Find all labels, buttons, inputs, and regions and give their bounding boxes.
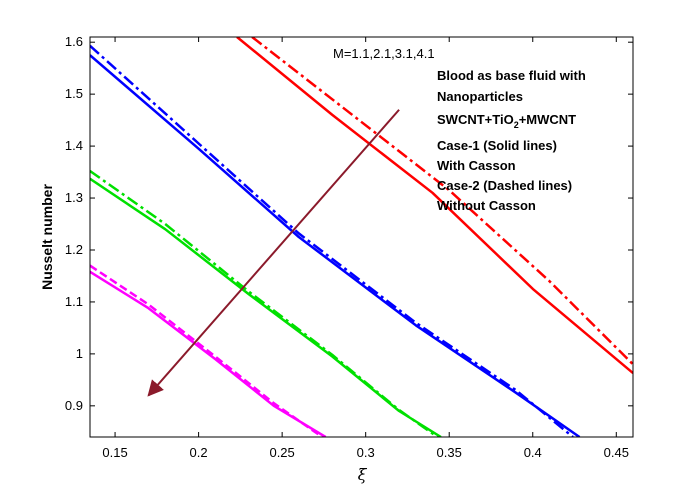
annotation-line-3-sub: 2 xyxy=(514,120,519,130)
annotation-line-3-b: +MWCNT xyxy=(519,112,576,127)
y-axis-label: Nusselt number xyxy=(39,184,55,290)
y-tick-label: 1.2 xyxy=(65,242,83,257)
series-line-7 xyxy=(90,270,327,437)
annotation-line-6: Case-2 (Dashed lines) xyxy=(437,178,572,193)
series-layer xyxy=(90,37,633,437)
x-tick-label: 0.25 xyxy=(269,445,294,460)
series-line-2 xyxy=(251,37,633,366)
y-tick-label: 1.5 xyxy=(65,86,83,101)
y-tick-label: 1.6 xyxy=(65,34,83,49)
annotation-line-1: Blood as base fluid with xyxy=(437,68,586,83)
annotation-line-3: SWCNT+TiO2+MWCNT xyxy=(437,112,576,130)
series-line-4 xyxy=(90,44,574,437)
plot-background xyxy=(90,37,633,437)
y-tick-label: 0.9 xyxy=(65,398,83,413)
x-tick-label: 0.35 xyxy=(437,445,462,460)
x-tick-label: 0.45 xyxy=(604,445,629,460)
m-values-label: M=1.1,2.1,3.1,4.1 xyxy=(333,46,435,61)
annotation-line-4: Case-1 (Solid lines) xyxy=(437,138,557,153)
annotation-line-3-a: SWCNT+TiO xyxy=(437,112,514,127)
x-axis-label: ξ xyxy=(358,465,368,484)
y-tick-label: 1.1 xyxy=(65,294,83,309)
annotation-line-7: Without Casson xyxy=(437,198,536,213)
x-tick-label: 0.3 xyxy=(357,445,375,460)
trend-arrow xyxy=(147,109,400,397)
x-tick-label: 0.15 xyxy=(102,445,127,460)
series-line-6 xyxy=(90,169,439,437)
y-tick-label: 1 xyxy=(76,346,83,361)
plot-frame xyxy=(89,36,634,438)
annotation-line-2: Nanoparticles xyxy=(437,89,523,104)
tick-layer: 0.15 0.2 0.25 0.3 0.35 0.4 0.45 0.9 1 1.1 1.2 1.3 1.… xyxy=(65,34,633,460)
y-tick-label: 1.3 xyxy=(65,190,83,205)
series-line-1 xyxy=(236,37,633,375)
annotation-line-5: With Casson xyxy=(437,158,516,173)
x-tick-label: 0.2 xyxy=(190,445,208,460)
y-tick-label: 1.4 xyxy=(65,138,83,153)
x-tick-label: 0.4 xyxy=(524,445,542,460)
legend-annotation: M=1.1,2.1,3.1,4.1 Blood as base fluid wi… xyxy=(333,46,586,213)
